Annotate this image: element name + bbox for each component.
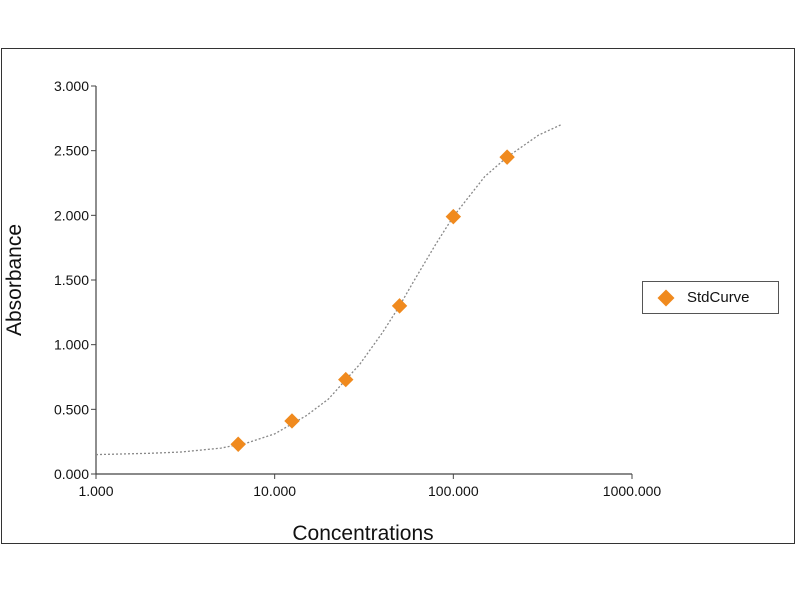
x-tick-label: 100.000 — [428, 483, 479, 499]
data-point-diamond — [284, 413, 300, 429]
legend-diamond-marker-icon — [657, 289, 675, 306]
legend-label-stdcurve: StdCurve — [687, 289, 750, 306]
y-tick-label: 1.000 — [54, 337, 89, 353]
y-tick-label: 0.500 — [54, 401, 89, 417]
y-tick-label: 2.500 — [54, 143, 89, 159]
y-tick-label: 1.500 — [54, 272, 89, 288]
data-point-diamond — [445, 208, 462, 225]
data-point-diamond — [391, 298, 408, 314]
data-point-diamond — [338, 371, 354, 388]
y-tick-label: 2.000 — [54, 207, 89, 223]
data-point-diamond — [499, 149, 515, 165]
x-tick-label: 1.000 — [78, 483, 113, 499]
x-tick-label: 1000.000 — [603, 483, 662, 499]
data-point-diamond — [230, 436, 246, 452]
y-tick-label: 0.000 — [54, 466, 89, 482]
x-axis-title: Concentrations — [292, 522, 433, 545]
y-tick-label: 3.000 — [54, 78, 89, 94]
fit-curve-line — [95, 124, 562, 456]
x-tick-label: 10.000 — [253, 483, 296, 499]
y-axis-title: Absorbance — [3, 224, 26, 336]
legend: StdCurve — [642, 281, 779, 314]
